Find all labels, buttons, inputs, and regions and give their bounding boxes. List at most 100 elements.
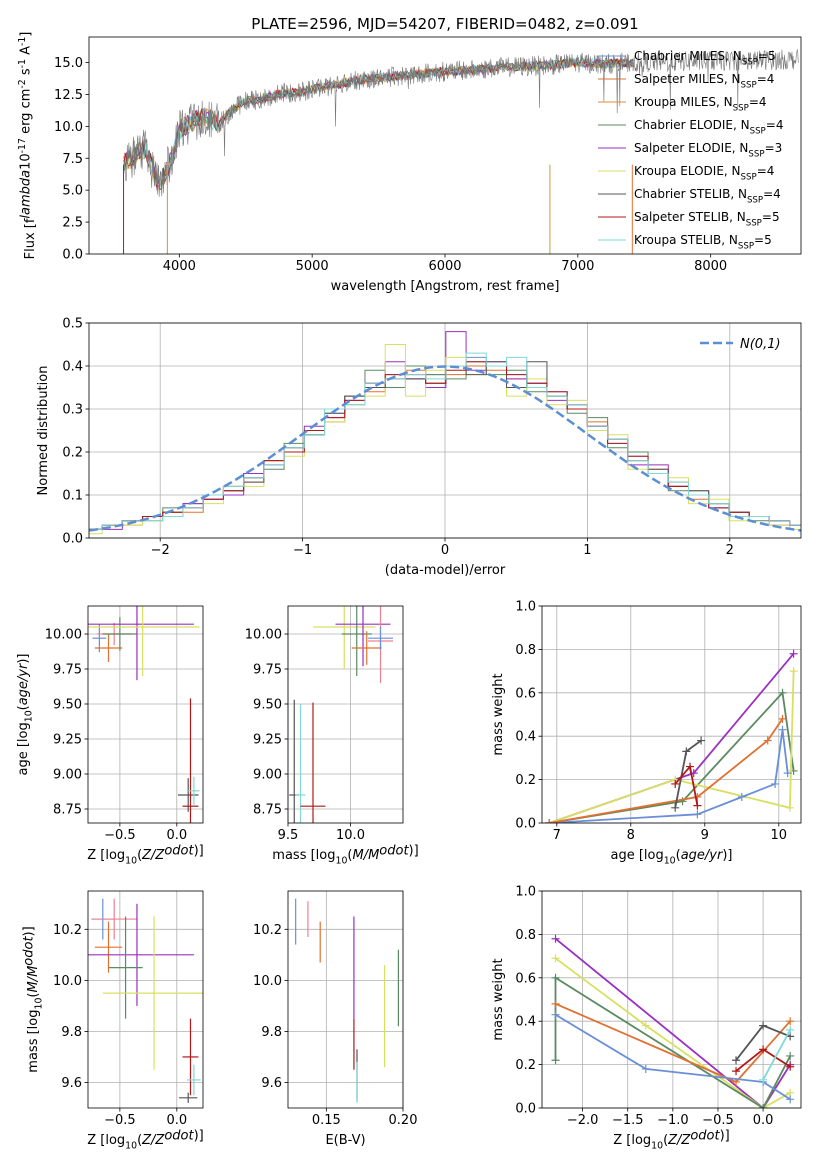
weight-marker	[693, 801, 702, 810]
y-tick-label: 9.75	[253, 663, 282, 678]
y-tick-label: 10.00	[45, 628, 82, 643]
axes-frame	[541, 890, 802, 1109]
axes-frame	[287, 890, 404, 1109]
plot-area	[88, 898, 203, 1103]
weight-marker	[759, 1075, 768, 1084]
y-tick-label: 0.6	[515, 686, 536, 701]
x-tick-label: −2.0	[567, 1113, 599, 1128]
weight-line	[549, 690, 795, 823]
y-tick-label: 9.50	[53, 698, 82, 713]
weight-marker	[737, 792, 746, 801]
legend-label: Kroupa ELODIE, NSSP=4	[634, 164, 774, 183]
x-tick-label: 10.0	[336, 828, 365, 843]
weight-marker	[641, 1064, 650, 1073]
y-tick-label: 0.3	[62, 403, 83, 418]
weight-marker	[778, 714, 787, 723]
weight-marker	[778, 725, 787, 734]
weight-line	[549, 671, 795, 823]
weight-line	[554, 938, 791, 1108]
y-tick-label: 0.8	[515, 643, 536, 658]
y-tick-label: 0.2	[515, 1058, 536, 1073]
y-tick-label: 0.1	[62, 489, 83, 504]
x-tick-label: 10	[771, 828, 788, 843]
weight-marker	[785, 803, 794, 812]
x-tick-label: 7000	[561, 259, 594, 274]
x-tick-label: 9	[701, 828, 709, 843]
x-tick-label: 5000	[296, 259, 329, 274]
x-tick-label: 0.15	[312, 1113, 341, 1128]
y-tick-label: 5.0	[62, 184, 83, 199]
weight-marker	[778, 688, 787, 697]
weight-marker	[732, 1056, 741, 1065]
weight-line	[549, 718, 784, 823]
weight-marker	[551, 954, 560, 963]
y-tick-label: 0.4	[62, 360, 83, 375]
y-tick-label: 9.00	[253, 768, 282, 783]
y-tick-label: 0.4	[515, 730, 536, 745]
legend-label: Salpeter STELIB, NSSP=5	[634, 210, 780, 229]
legend-label: Kroupa STELIB, NSSP=5	[634, 233, 772, 252]
x-axis-label: Z [log10(Z/Zodot)]	[87, 1129, 204, 1152]
x-tick-label: 7	[553, 828, 561, 843]
y-tick-label: 1.0	[515, 600, 536, 615]
y-tick-label: 10.0	[53, 974, 82, 989]
plot-area	[295, 898, 399, 1103]
chart-7: −2.0 −1.5 −1.0 −0.5 0.0 0.0 0.2 0.4 0.6 0.8 1.0 Z […	[491, 885, 802, 1152]
x-tick-label: −0.5	[104, 1113, 136, 1128]
weight-marker	[759, 1045, 768, 1054]
axes-frame	[541, 605, 802, 824]
x-tick-label: 0.0	[753, 1113, 774, 1128]
plot-area	[89, 331, 801, 535]
weight-marker	[786, 1017, 795, 1026]
y-tick-label: 0.0	[62, 248, 83, 263]
weight-line	[549, 729, 789, 823]
x-tick-label: −1.5	[612, 1113, 644, 1128]
y-tick-label: 9.25	[253, 733, 282, 748]
y-tick-label: 10.0	[253, 974, 282, 989]
weight-marker	[551, 1056, 560, 1065]
x-axis-label: wavelength [Angstrom, rest frame]	[331, 279, 560, 294]
chart-title: PLATE=2596, MJD=54207, FIBERID=0482, z=0…	[251, 15, 638, 33]
legend-label: Salpeter ELODIE, NSSP=3	[634, 141, 782, 160]
chart-3: 9.5 10.0 8.75 9.00 9.25 9.50 9.75 10.00 mass [lo…	[245, 605, 419, 867]
legend-label: N(0,1)	[740, 337, 781, 352]
y-tick-label: 1.0	[515, 885, 536, 900]
y-axis-label: Normed distribution	[36, 366, 51, 496]
y-tick-label: 9.8	[61, 1025, 82, 1040]
weight-marker	[783, 769, 792, 778]
x-tick-label: 4000	[163, 259, 196, 274]
weight-line	[554, 976, 791, 1108]
weight-marker	[732, 1067, 741, 1076]
weight-marker	[682, 747, 691, 756]
y-tick-label: 9.50	[253, 698, 282, 713]
y-tick-label: 9.6	[261, 1076, 282, 1091]
legend: Chabrier MILES, NSSP=5 Salpeter MILES, NS…	[598, 49, 783, 252]
y-axis-label: mass weight	[491, 958, 506, 1040]
normal-curve	[89, 365, 801, 532]
x-tick-label: 9.5	[278, 828, 299, 843]
x-tick-label: 0.0	[166, 1113, 187, 1128]
axes-frame	[87, 605, 204, 824]
weight-marker	[697, 736, 706, 745]
weight-marker	[789, 649, 798, 658]
weight-marker	[786, 1025, 795, 1034]
y-tick-label: 10.0	[54, 120, 83, 135]
legend-label: Chabrier MILES, NSSP=5	[634, 49, 776, 68]
x-axis-label: Z [log10(Z/Zodot)]	[613, 1129, 730, 1152]
x-tick-label: −1.0	[657, 1113, 689, 1128]
y-tick-label: 0.6	[515, 971, 536, 986]
observed-spectrum	[123, 49, 799, 197]
weight-marker	[693, 810, 702, 819]
weight-line	[762, 1029, 791, 1081]
axes-frame	[87, 890, 204, 1109]
weight-marker	[545, 819, 554, 823]
weight-line	[554, 957, 791, 1108]
weight-marker	[786, 1062, 795, 1071]
y-tick-label: 0.2	[62, 446, 83, 461]
weight-marker	[551, 1010, 560, 1019]
y-tick-label: 8.75	[253, 803, 282, 818]
x-axis-label: mass [log10(M/Modot)]	[272, 844, 418, 867]
x-tick-label: 2	[726, 543, 734, 558]
y-tick-label: 9.25	[53, 733, 82, 748]
y-tick-label: 0.2	[515, 773, 536, 788]
